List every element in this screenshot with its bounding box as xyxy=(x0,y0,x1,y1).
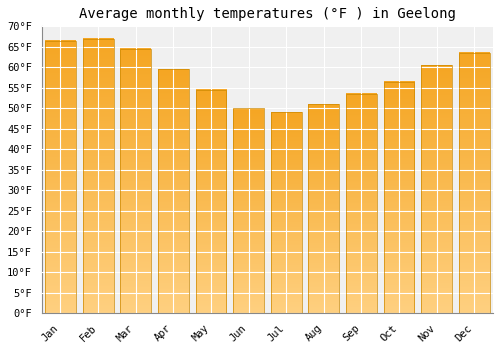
Bar xyxy=(384,82,414,313)
Title: Average monthly temperatures (°F ) in Geelong: Average monthly temperatures (°F ) in Ge… xyxy=(79,7,456,21)
Bar xyxy=(308,104,339,313)
Bar xyxy=(45,41,76,313)
Bar xyxy=(233,108,264,313)
Bar xyxy=(346,94,377,313)
Bar xyxy=(82,38,114,313)
Bar xyxy=(270,112,302,313)
Bar xyxy=(196,90,226,313)
Bar xyxy=(120,49,151,313)
Bar xyxy=(421,65,452,313)
Bar xyxy=(459,53,490,313)
Bar xyxy=(158,69,188,313)
